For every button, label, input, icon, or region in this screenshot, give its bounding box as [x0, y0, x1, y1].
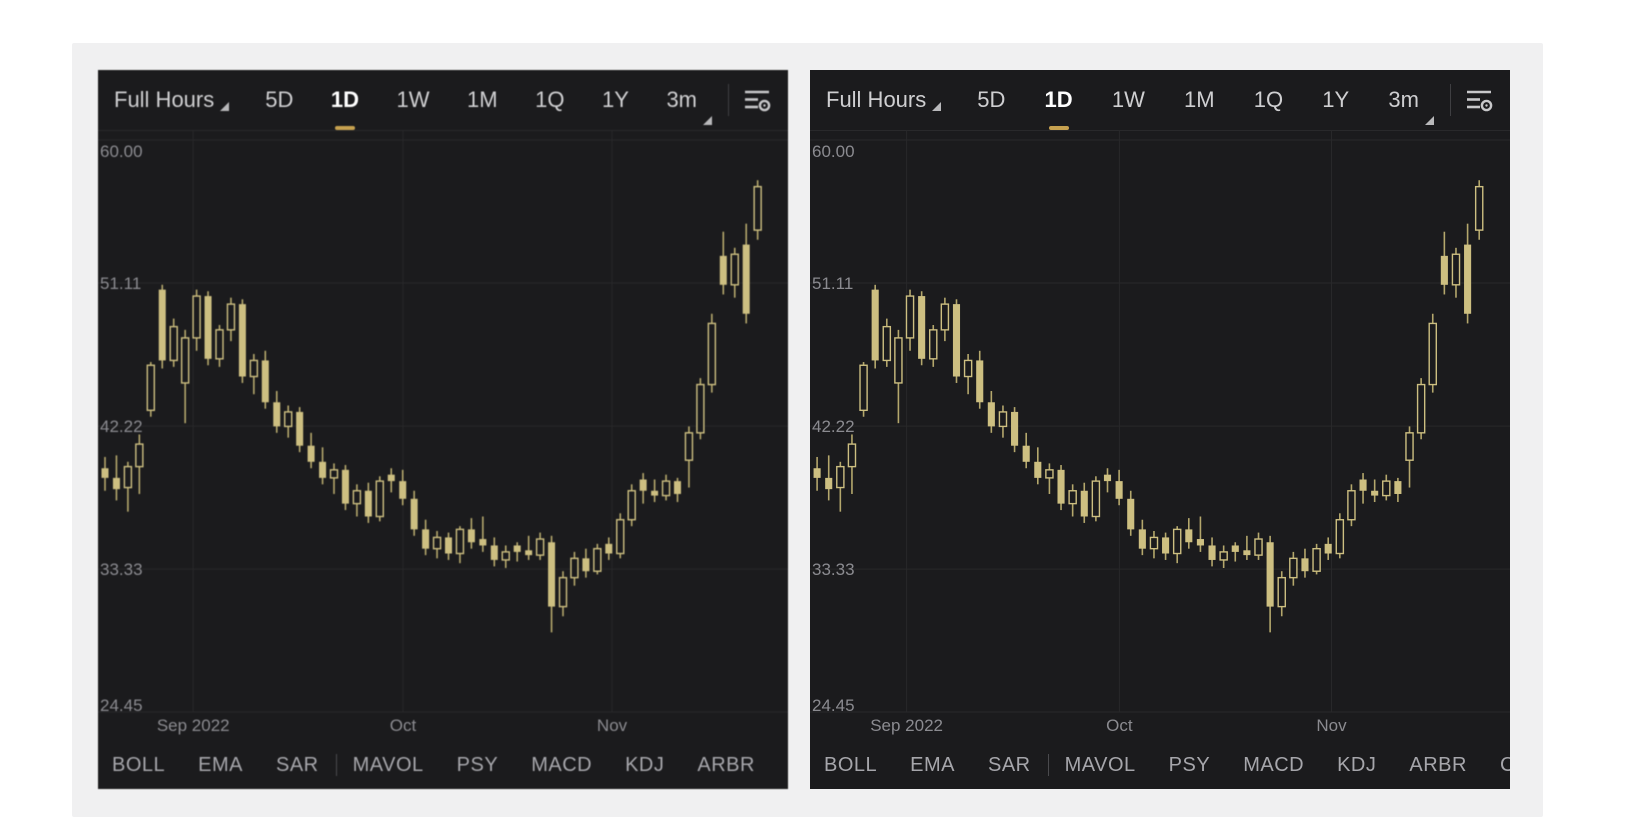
period-tabs: 5D 1D 1W 1M 1Q 1Y 3m — [975, 73, 1434, 127]
indicator-sar[interactable]: SAR — [276, 753, 319, 776]
tab-1w[interactable]: 1W — [1111, 87, 1145, 112]
tab-3m[interactable]: 3m — [1388, 87, 1419, 112]
charts-container: Full Hours 5D 1D 1W 1M 1Q 1Y 3m — [72, 43, 1543, 817]
tab-1y[interactable]: 1Y — [602, 87, 629, 112]
more-period-selector[interactable]: 3m — [664, 73, 712, 127]
indicator-boll[interactable]: BOLL — [824, 753, 878, 776]
indicator-psy[interactable]: PSY — [456, 753, 499, 776]
tab-5d[interactable]: 5D — [265, 87, 294, 112]
indicator-tab-bar: BOLL EMA SAR MAVOL PSY MACD KDJ ARBR C — [810, 749, 1510, 781]
toolbar-divider — [1450, 84, 1451, 116]
tab-5d[interactable]: 5D — [977, 87, 1006, 112]
tab-1m[interactable]: 1M — [467, 87, 498, 112]
chart-toolbar: Full Hours 5D 1D 1W 1M 1Q 1Y 3m — [98, 70, 788, 131]
candlestick-plot — [98, 130, 788, 713]
chart-panel: Full Hours 5D 1D 1W 1M 1Q 1Y 3m — [98, 70, 788, 789]
indicator-ema[interactable]: EMA — [910, 753, 955, 776]
candlestick-chart[interactable]: 60.00 51.11 42.22 33.33 24.45 Sep 2022 Oct Nov — [98, 130, 788, 789]
chevron-down-icon — [932, 102, 942, 111]
session-range-selector[interactable]: Full Hours — [826, 87, 942, 113]
tab-1d[interactable]: 1D — [329, 73, 361, 127]
chevron-down-icon — [1424, 116, 1434, 125]
candlestick-chart[interactable]: 60.00 51.11 42.22 33.33 24.45 Sep 2022 Oct Nov — [810, 130, 1510, 789]
session-range-label: Full Hours — [826, 87, 927, 112]
indicator-settings-button[interactable] — [742, 86, 772, 114]
indicator-arbr[interactable]: ARBR — [1409, 753, 1467, 776]
indicator-settings-button[interactable] — [1464, 86, 1494, 114]
tab-1m[interactable]: 1M — [1184, 87, 1215, 112]
toolbar-divider — [728, 84, 729, 116]
tab-1w[interactable]: 1W — [396, 87, 430, 112]
session-range-selector[interactable]: Full Hours — [114, 87, 230, 113]
chevron-down-icon — [220, 102, 230, 111]
tab-1y[interactable]: 1Y — [1322, 87, 1350, 112]
tab-1q[interactable]: 1Q — [535, 87, 565, 112]
indicator-divider — [1047, 754, 1049, 776]
indicator-psy[interactable]: PSY — [1168, 753, 1211, 776]
indicator-mavol[interactable]: MAVOL — [1064, 753, 1136, 776]
chart-toolbar: Full Hours 5D 1D 1W 1M 1Q 1Y 3m — [810, 70, 1510, 131]
period-tabs: 5D 1D 1W 1M 1Q 1Y 3m — [263, 73, 712, 127]
chevron-down-icon — [703, 116, 712, 125]
session-range-label: Full Hours — [114, 87, 215, 112]
more-period-selector[interactable]: 3m — [1386, 73, 1434, 127]
indicator-sar[interactable]: SAR — [988, 753, 1031, 776]
tab-1q[interactable]: 1Q — [1253, 87, 1284, 112]
indicator-divider — [335, 754, 337, 776]
indicator-boll[interactable]: BOLL — [112, 753, 166, 776]
indicator-arbr[interactable]: ARBR — [697, 753, 755, 776]
candlestick-plot — [810, 130, 1510, 713]
indicator-ema[interactable]: EMA — [198, 753, 243, 776]
indicator-settings-icon — [745, 90, 771, 112]
indicator-settings-icon — [1467, 90, 1493, 112]
indicator-kdj[interactable]: KDJ — [625, 753, 665, 776]
indicator-macd[interactable]: MACD — [531, 753, 593, 776]
indicator-macd[interactable]: MACD — [1243, 753, 1305, 776]
indicator-kdj[interactable]: KDJ — [1337, 753, 1377, 776]
tab-3m[interactable]: 3m — [666, 87, 697, 112]
chart-panel: Full Hours 5D 1D 1W 1M 1Q 1Y 3m — [810, 70, 1510, 789]
indicator-c[interactable]: C — [1499, 753, 1510, 776]
indicator-mavol[interactable]: MAVOL — [352, 753, 424, 776]
tab-1d[interactable]: 1D — [1043, 73, 1075, 127]
